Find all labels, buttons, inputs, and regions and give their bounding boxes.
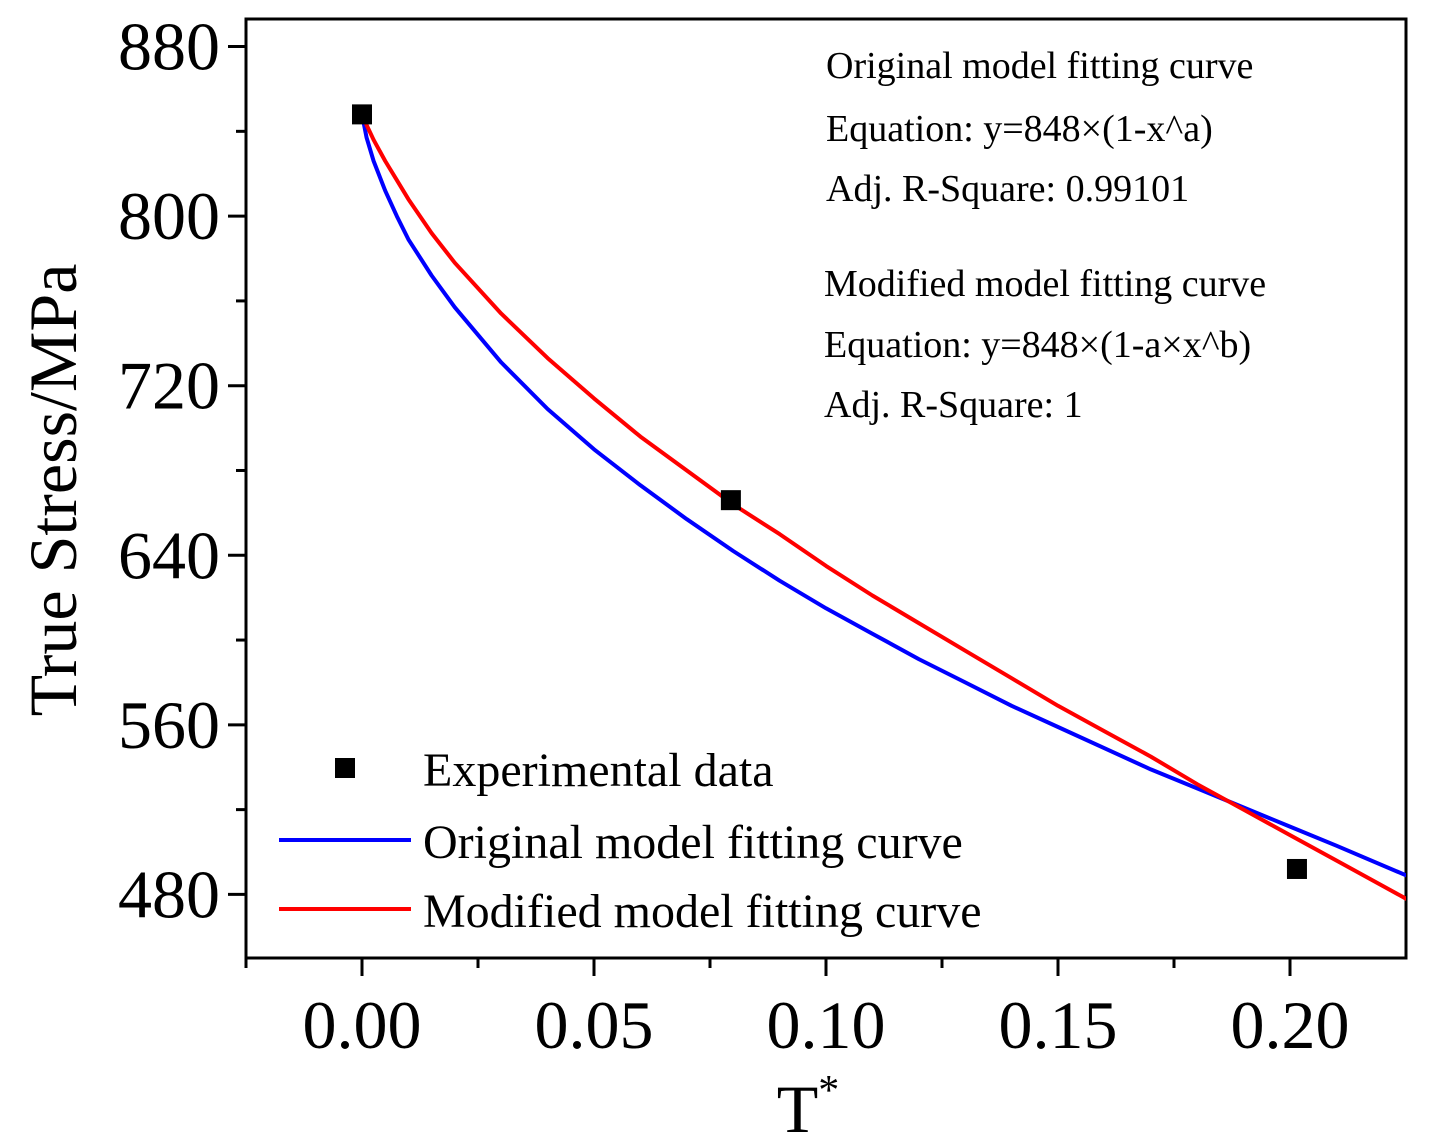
legend: Experimental data Original model fitting…: [279, 744, 982, 938]
y-tick-label: 480: [118, 856, 220, 932]
legend-marker-experimental: [335, 758, 355, 778]
x-tick-label: 0.15: [999, 987, 1118, 1063]
stress-vs-temperature-chart: 0.00 0.05 0.10 0.15 0.20 480560640720800880 …: [0, 0, 1432, 1148]
y-tick-label: 880: [118, 9, 220, 85]
annotation-modified-title: Modified model fitting curve: [824, 263, 1266, 305]
x-axis-tick-labels: 0.00 0.05 0.10 0.15 0.20: [303, 987, 1350, 1063]
experimental-data-point: [721, 490, 741, 510]
x-tick-label: 0.20: [1231, 987, 1350, 1063]
legend-label-experimental: Experimental data: [423, 744, 774, 797]
y-tick-label: 560: [118, 687, 220, 763]
annotation-original-equation: Equation: y=848×(1-x^a): [826, 108, 1213, 150]
experimental-data-point: [352, 104, 372, 124]
x-axis-ticks: [246, 958, 1290, 976]
y-tick-label: 640: [118, 517, 220, 593]
annotation-modified-equation: Equation: y=848×(1-a×x^b): [824, 324, 1251, 366]
annotation-original-title: Original model fitting curve: [826, 45, 1253, 87]
fit-annotations: Original model fitting curve Equation: y…: [824, 45, 1266, 426]
experimental-data-point: [1287, 859, 1307, 879]
y-tick-label: 800: [118, 178, 220, 254]
x-axis-title-main: T: [777, 1071, 819, 1147]
annotation-original-r2: Adj. R-Square: 0.99101: [826, 168, 1189, 210]
legend-label-modified: Modified model fitting curve: [423, 885, 982, 938]
x-tick-label: 0.05: [535, 987, 654, 1063]
x-tick-label: 0.10: [767, 987, 886, 1063]
x-axis-title: T*: [777, 1068, 840, 1147]
y-axis-title: True Stress/MPa: [15, 264, 91, 717]
legend-label-original: Original model fitting curve: [423, 816, 963, 869]
y-tick-label: 720: [118, 348, 220, 424]
y-axis-ticks: [228, 47, 246, 895]
annotation-modified-r2: Adj. R-Square: 1: [824, 384, 1083, 426]
y-axis-tick-labels: 480 560 640 720 800 880: [118, 9, 220, 933]
x-axis-title-superscript: *: [818, 1068, 839, 1114]
x-tick-label: 0.00: [303, 987, 422, 1063]
